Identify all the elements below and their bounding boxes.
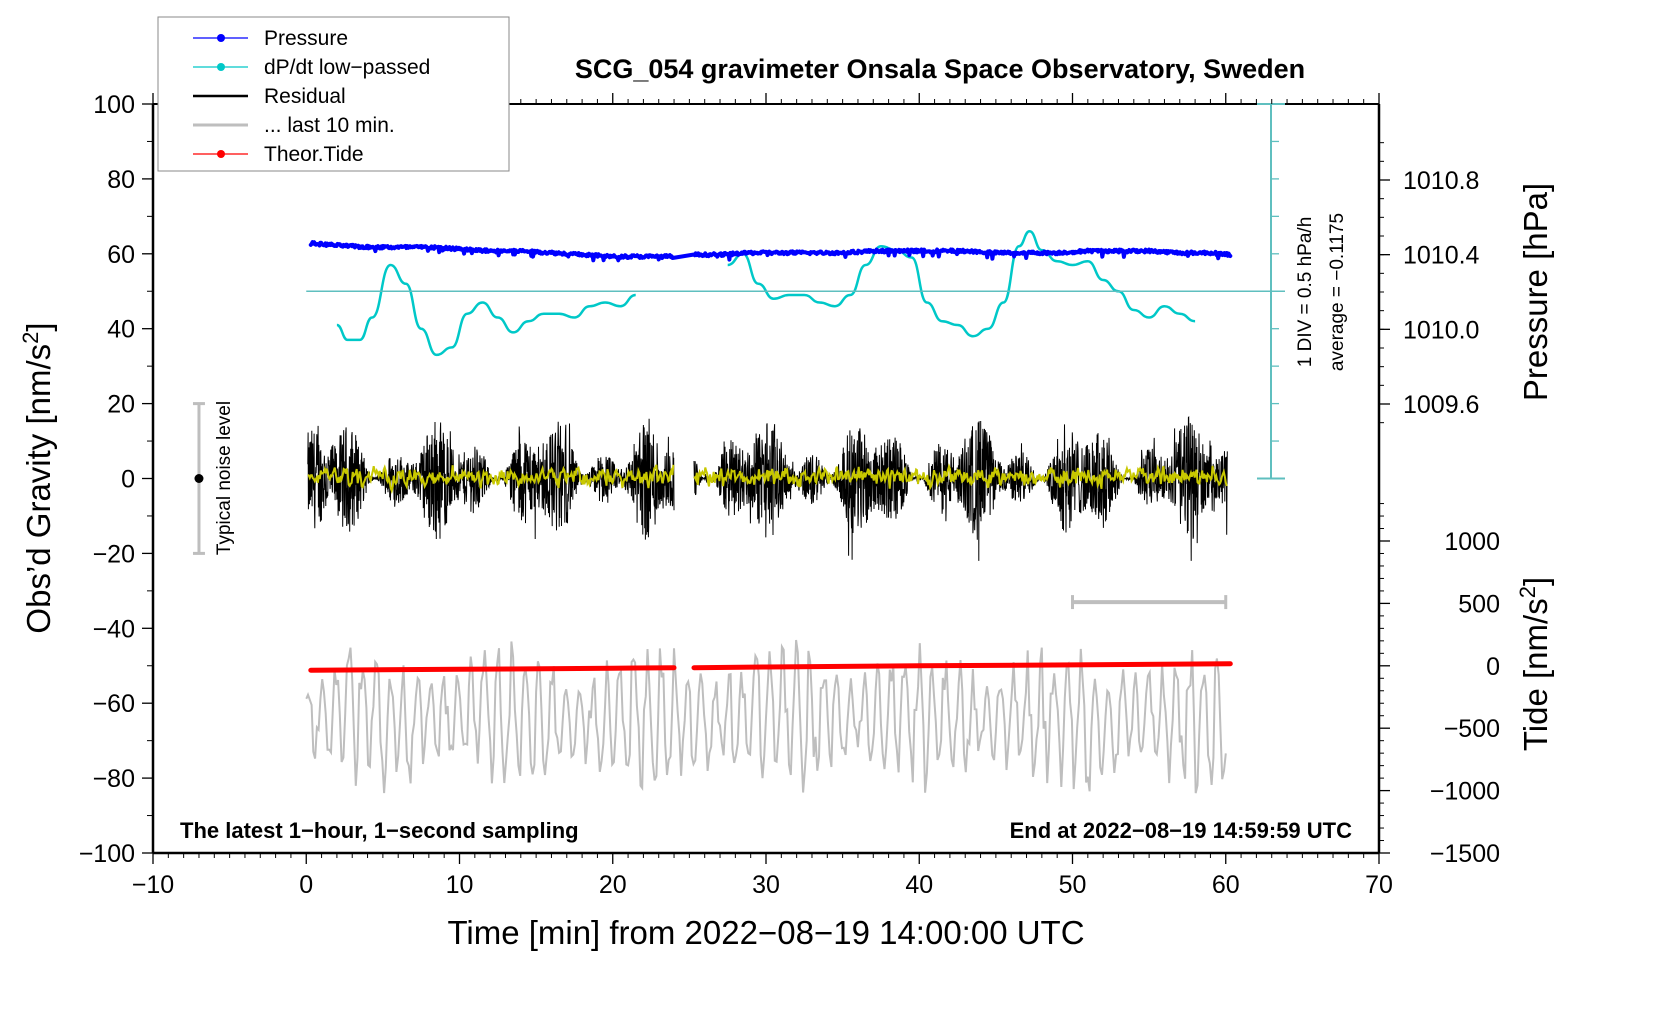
y-tick-label: −40 [93, 615, 135, 643]
y-axis-label-tide: Tide [nm/s2] [1515, 577, 1555, 751]
y-tick-label: 60 [107, 241, 135, 269]
legend-label-3: ... last 10 min. [264, 114, 395, 137]
residual-lowpass-line [307, 464, 675, 495]
dpdt-scale-bar [306, 103, 1285, 480]
chart-title: SCG_054 gravimeter Onsala Space Observat… [575, 54, 1305, 84]
y-tick-label: 100 [93, 91, 135, 119]
y-tick-label: −20 [93, 540, 135, 568]
x-axis-label: Time [min] from 2022−08−19 14:00:00 UTC [447, 914, 1084, 951]
x-tick-label: 30 [752, 871, 780, 899]
pressure-tick-label: 1010.0 [1403, 316, 1479, 344]
y-axis-label-pressure: Pressure [hPa] [1517, 183, 1554, 401]
residual-lowpass-series [307, 463, 1228, 495]
y-tick-label: 20 [107, 391, 135, 419]
legend-marker-1 [217, 63, 225, 71]
residual-line [693, 416, 1228, 561]
x-tick-label: 60 [1212, 871, 1240, 899]
legend-label-0: Pressure [264, 27, 348, 50]
x-tick-label: 40 [905, 871, 933, 899]
annotation-bottom-right: End at 2022−08−19 14:59:59 UTC [1010, 818, 1353, 843]
y-axis-label-gravity: Obs’d Gravity [nm/s2] [18, 322, 58, 633]
y-tick-label: −60 [93, 690, 135, 718]
pressure-tick-label: 1009.6 [1403, 391, 1479, 419]
y-tick-label: 80 [107, 166, 135, 194]
legend-label-4: Theor.Tide [264, 143, 364, 166]
legend: Pressure dP/dt low−passed Residual ... last… [157, 16, 510, 172]
tide-tick-label: 1000 [1444, 528, 1500, 556]
pressure-series [308, 240, 1233, 263]
legend-marker-4 [217, 150, 225, 158]
x-tick-label: 0 [299, 871, 313, 899]
tide-tick-label: 0 [1486, 653, 1500, 681]
tide-tick-label: −1500 [1430, 840, 1500, 868]
legend-label-1: dP/dt low−passed [264, 56, 430, 79]
legend-label-2: Residual [264, 85, 346, 108]
x-tick-label: 10 [446, 871, 474, 899]
pressure-tick-label: 1010.4 [1403, 242, 1480, 270]
tide-tick-label: −500 [1444, 715, 1500, 743]
y-tick-label: −80 [93, 765, 135, 793]
y-tick-label: 40 [107, 316, 135, 344]
residual-lowpass-line [693, 463, 1228, 491]
tide-line [308, 665, 677, 673]
last-10-min-line [305, 639, 1227, 794]
pressure-tick-label: 1010.8 [1403, 167, 1479, 195]
average-label: average = −0.1175 [1327, 213, 1348, 371]
tide-tick-label: 500 [1458, 590, 1500, 618]
dpdt-line [336, 263, 636, 357]
theor-tide-series [308, 661, 1233, 673]
x-tick-label: 50 [1059, 871, 1087, 899]
noise-bar-center-dot [194, 474, 204, 483]
annotation-bottom-left: The latest 1−hour, 1−second sampling [180, 818, 579, 843]
pressure-line [308, 240, 1233, 263]
y-tick-label: 0 [121, 466, 135, 494]
div-label: 1 DIV = 0.5 hPa/h [1295, 217, 1316, 368]
x-tick-label: 20 [599, 871, 627, 899]
axes: −10 0 10 20 30 40 50 60 70100806040200−20−40−60−… [79, 91, 1500, 899]
noise-level-label: Typical noise level [214, 401, 235, 555]
legend-box [157, 16, 510, 172]
x-tick-label: 70 [1365, 871, 1393, 899]
x-tick-label: −10 [132, 871, 174, 899]
tide-tick-label: −1000 [1430, 778, 1500, 806]
annotations [192, 402, 205, 555]
last-10-min-series [305, 595, 1228, 794]
legend-marker-0 [217, 34, 225, 42]
y-tick-label: −100 [79, 840, 135, 868]
tide-line [691, 661, 1233, 671]
